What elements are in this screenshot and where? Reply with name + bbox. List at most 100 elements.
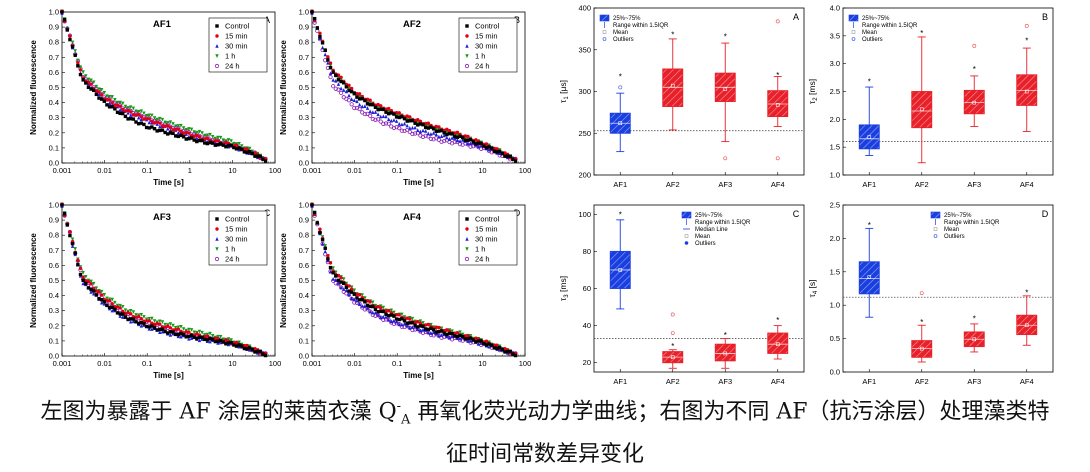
data-point (349, 86, 354, 91)
data-point (484, 142, 489, 146)
data-point (492, 346, 497, 350)
data-point (136, 321, 141, 326)
data-point (168, 125, 173, 130)
legend-label: Mean (695, 234, 710, 240)
box-af3: * (714, 32, 736, 161)
caption-line-1: 左图为暴露于 AF 涂层的莱茵衣藻 Q-A 再氧化荧光动力学曲线；右图为不同 A… (0, 390, 1090, 438)
data-point (511, 157, 515, 161)
data-point (99, 298, 104, 302)
data-point (370, 116, 375, 122)
data-point (450, 334, 454, 338)
mean-marker (972, 337, 977, 342)
data-point (354, 105, 360, 111)
max-marker: * (868, 77, 871, 86)
data-point (123, 315, 128, 319)
max-marker: * (776, 316, 779, 325)
data-point (99, 300, 104, 305)
data-point (195, 139, 199, 144)
data-point (134, 320, 138, 324)
y-tick-label: 1.0 (49, 201, 59, 210)
x-tick-label: 0.001 (53, 359, 72, 368)
data-point (173, 127, 178, 132)
data-point (328, 63, 333, 68)
outlier-point (1024, 23, 1029, 28)
data-point (487, 145, 491, 149)
panel-letter: B (1042, 12, 1048, 22)
y-tick-label: 0.0 (830, 368, 840, 377)
data-point (68, 233, 72, 238)
data-point (331, 78, 335, 82)
data-point (187, 131, 191, 135)
data-point (439, 128, 444, 133)
y-axis-label: τ4 [s] (807, 279, 819, 297)
data-point (168, 120, 173, 125)
y-tick-label: 0.0 (49, 159, 59, 168)
legend-marker (215, 54, 219, 58)
data-point (160, 329, 165, 334)
data-point (437, 129, 441, 133)
data-point (328, 265, 333, 270)
data-point (347, 292, 351, 297)
data-point (97, 96, 101, 100)
data-point (99, 289, 104, 294)
data-point (247, 346, 252, 350)
data-point (408, 317, 412, 321)
data-point (200, 131, 204, 135)
legend-label: Median Line (695, 227, 728, 233)
legend-label: Mean (613, 30, 628, 36)
data-point (78, 266, 83, 271)
data-point (163, 325, 167, 329)
data-point (426, 327, 431, 332)
box-af2: * (911, 29, 933, 164)
data-point (158, 319, 162, 324)
max-marker: * (920, 29, 923, 38)
data-point (513, 159, 518, 163)
data-point (99, 93, 104, 97)
y-tick-label: 0.3 (49, 113, 59, 122)
data-point (331, 70, 335, 74)
data-point (131, 117, 136, 121)
data-point (413, 125, 417, 130)
data-point (166, 121, 170, 125)
legend-marker (465, 237, 469, 241)
caption-line-2: 征时间常数差异变化 (445, 441, 644, 467)
data-point (261, 157, 265, 161)
data-point (384, 107, 388, 111)
data-point (168, 330, 173, 334)
data-point (405, 114, 409, 118)
data-point (115, 110, 120, 115)
legend-swatch-box (681, 211, 692, 219)
data-point (155, 122, 159, 126)
data-point (476, 141, 481, 145)
x-tick-label: 1 (188, 359, 192, 368)
data-point (247, 146, 252, 151)
x-tick-label: AF4 (1020, 180, 1034, 189)
mean-marker (919, 346, 924, 351)
data-point (468, 334, 473, 338)
data-point (476, 339, 481, 343)
data-point (437, 134, 441, 139)
y-tick-label: 1.0 (830, 301, 840, 310)
data-point (179, 334, 183, 339)
x-tick-label: 0.01 (347, 359, 362, 368)
y-tick-label: 0.5 (299, 276, 309, 285)
data-point (94, 293, 99, 297)
data-point (92, 80, 96, 85)
data-point (84, 281, 88, 286)
data-point (255, 154, 260, 158)
data-point (368, 113, 373, 118)
data-point (131, 310, 136, 314)
data-point (65, 28, 69, 32)
data-point (397, 313, 401, 317)
data-point (68, 229, 72, 234)
y-tick-label: 0.4 (49, 291, 59, 300)
data-point (416, 128, 420, 132)
data-point (107, 98, 112, 102)
x-tick-label: 0.001 (303, 166, 322, 175)
data-point (171, 128, 175, 132)
data-point (118, 306, 122, 310)
data-point (495, 343, 499, 347)
data-point (197, 129, 202, 134)
data-point (118, 312, 122, 316)
data-point (460, 334, 465, 339)
